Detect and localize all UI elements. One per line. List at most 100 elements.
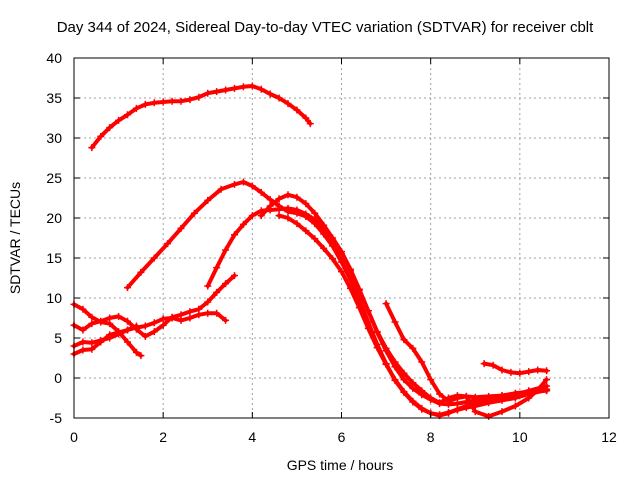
data-point bbox=[543, 367, 551, 375]
data-point bbox=[409, 397, 417, 405]
data-point bbox=[275, 212, 283, 220]
data-point bbox=[204, 282, 212, 290]
data-point bbox=[177, 224, 185, 232]
y-tick-label: 10 bbox=[46, 290, 62, 306]
data-point bbox=[248, 82, 256, 90]
data-point bbox=[239, 83, 247, 91]
data-point bbox=[190, 209, 198, 217]
x-tick-label: 6 bbox=[338, 429, 346, 445]
y-tick-label: 15 bbox=[46, 250, 62, 266]
grid bbox=[74, 58, 609, 418]
data-point bbox=[462, 392, 470, 400]
data-point bbox=[79, 326, 87, 334]
data-point bbox=[485, 397, 493, 405]
data-point bbox=[195, 311, 203, 319]
data-point bbox=[293, 106, 301, 114]
data-point bbox=[302, 210, 310, 218]
data-point bbox=[480, 360, 488, 368]
x-tick-label: 0 bbox=[70, 429, 78, 445]
x-axis-label: GPS time / hours bbox=[287, 457, 394, 473]
data-point bbox=[115, 312, 123, 320]
data-point bbox=[164, 240, 172, 248]
data-point bbox=[284, 214, 292, 222]
data-point bbox=[436, 390, 444, 398]
y-tick-label: 25 bbox=[46, 170, 62, 186]
data-point bbox=[88, 345, 96, 353]
data-point bbox=[306, 120, 314, 128]
data-point bbox=[498, 408, 506, 416]
data-point bbox=[275, 205, 283, 213]
data-point bbox=[79, 338, 87, 346]
data-point bbox=[106, 124, 114, 132]
y-tick-label: 35 bbox=[46, 90, 62, 106]
data-point bbox=[275, 195, 283, 203]
data-point bbox=[511, 391, 519, 399]
data-point bbox=[516, 369, 524, 377]
data-point bbox=[284, 204, 292, 212]
data-point bbox=[150, 328, 158, 336]
data-point bbox=[159, 321, 167, 329]
data-point bbox=[115, 116, 123, 124]
data-point bbox=[355, 285, 363, 293]
data-point bbox=[409, 344, 417, 352]
data-point bbox=[231, 272, 238, 280]
data-point bbox=[257, 212, 265, 220]
data-point bbox=[124, 317, 131, 325]
data-point bbox=[257, 188, 265, 196]
data-point bbox=[204, 196, 212, 204]
data-point bbox=[284, 191, 292, 199]
data-point bbox=[231, 180, 238, 188]
data-point bbox=[248, 182, 256, 190]
data-point bbox=[462, 402, 470, 410]
series-line bbox=[205, 206, 549, 407]
data-point bbox=[445, 397, 452, 405]
y-tick-label: 0 bbox=[54, 370, 62, 386]
data-point bbox=[525, 387, 533, 395]
data-point bbox=[124, 111, 131, 119]
data-point bbox=[382, 300, 390, 308]
x-tick-label: 12 bbox=[601, 429, 617, 445]
x-tick-label: 2 bbox=[159, 429, 167, 445]
data-point bbox=[222, 246, 230, 254]
data-point bbox=[534, 366, 542, 374]
data-point bbox=[525, 394, 533, 402]
data-point bbox=[186, 308, 194, 316]
data-point bbox=[382, 360, 390, 368]
data-point bbox=[427, 376, 435, 384]
data-point bbox=[177, 97, 185, 105]
data-series bbox=[70, 82, 551, 420]
data-point bbox=[391, 376, 399, 384]
data-point bbox=[79, 305, 87, 313]
data-point bbox=[534, 386, 542, 394]
series-arc-5 bbox=[275, 212, 551, 420]
data-point bbox=[346, 284, 354, 292]
series-arc-3 bbox=[204, 204, 551, 408]
y-axis-label: SDTVAR / TECUs bbox=[7, 182, 23, 294]
data-point bbox=[257, 85, 265, 93]
data-point bbox=[132, 104, 140, 112]
data-point bbox=[106, 314, 114, 322]
y-tick-label: 5 bbox=[54, 330, 62, 346]
chart-title: Day 344 of 2024, Sidereal Day-to-day VTE… bbox=[57, 19, 594, 36]
x-tick-label: 8 bbox=[427, 429, 435, 445]
axis-ticks: 0 2 4 6 8 10 12 -5 0 5 10 15 20 25 30 35 40 bbox=[46, 50, 617, 445]
y-tick-label: 30 bbox=[46, 130, 62, 146]
data-point bbox=[186, 96, 194, 104]
data-point bbox=[498, 366, 506, 374]
data-point bbox=[124, 338, 131, 346]
data-point bbox=[141, 332, 149, 340]
data-point bbox=[97, 132, 105, 140]
data-point bbox=[391, 358, 399, 366]
data-point bbox=[213, 309, 221, 317]
data-point bbox=[320, 221, 328, 229]
series-arc-4 bbox=[257, 191, 551, 407]
data-point bbox=[471, 400, 479, 408]
y-tick-label: 20 bbox=[46, 210, 62, 226]
data-point bbox=[266, 90, 274, 98]
data-point bbox=[88, 339, 96, 347]
data-point bbox=[275, 94, 283, 102]
data-point bbox=[418, 387, 426, 395]
data-point bbox=[453, 405, 461, 413]
data-point bbox=[132, 348, 140, 356]
